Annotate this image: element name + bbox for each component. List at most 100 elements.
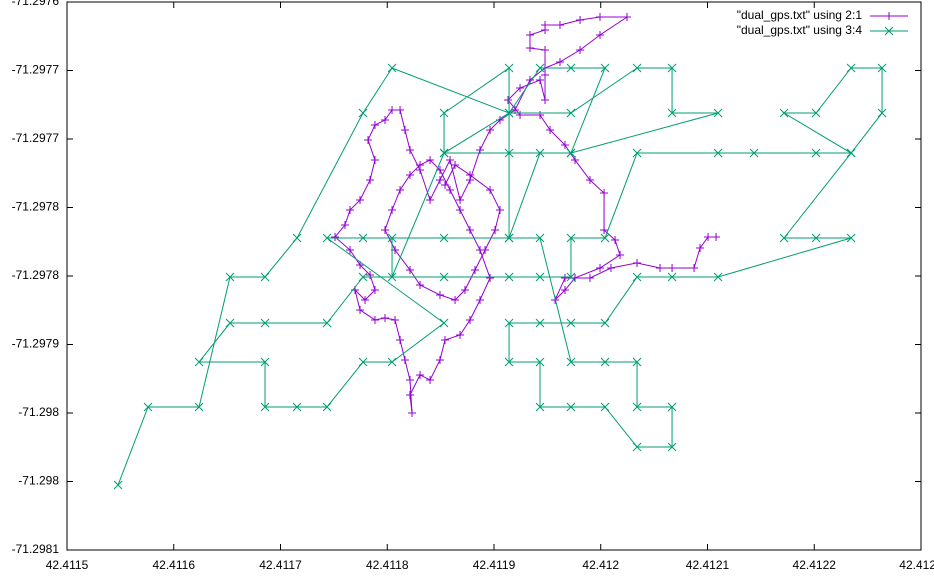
- point-marker: [426, 196, 435, 205]
- point-marker: [400, 126, 409, 135]
- point-marker: [194, 357, 204, 367]
- point-marker: [381, 116, 390, 125]
- point-marker: [525, 30, 534, 39]
- point-marker: [616, 250, 625, 259]
- y-tick-label: -71.2979: [12, 337, 60, 351]
- point-marker: [470, 265, 479, 274]
- point-marker: [632, 63, 642, 73]
- point-marker: [465, 315, 474, 324]
- point-marker: [400, 355, 409, 364]
- y-tick-label: -71.2978: [12, 268, 60, 282]
- point-marker: [667, 442, 677, 452]
- point-marker: [426, 376, 435, 385]
- point-marker: [600, 318, 610, 328]
- point-marker: [566, 148, 576, 158]
- x-tick-label: 42.4122: [793, 558, 837, 572]
- y-tick-label: -71.2978: [12, 200, 60, 214]
- point-marker: [322, 233, 332, 243]
- point-marker: [441, 336, 450, 345]
- x-tick-label: 42.4117: [259, 558, 302, 572]
- point-marker: [358, 357, 368, 367]
- point-marker: [667, 272, 677, 282]
- point-marker: [322, 402, 332, 412]
- point-marker: [486, 273, 495, 282]
- point-marker: [704, 232, 713, 241]
- point-marker: [600, 63, 610, 73]
- point-marker: [345, 246, 354, 255]
- y-tick-label: -71.2977: [12, 63, 60, 77]
- point-marker: [566, 233, 576, 243]
- point-marker: [535, 148, 545, 158]
- point-marker: [504, 63, 514, 73]
- point-marker: [504, 108, 514, 118]
- x-tick-label: 42.4116: [153, 558, 196, 572]
- point-marker: [877, 108, 887, 118]
- x-tick-label: 42.412: [582, 558, 619, 572]
- point-marker: [576, 15, 585, 24]
- point-marker: [194, 402, 204, 412]
- point-marker: [405, 145, 414, 154]
- point-marker: [113, 480, 123, 490]
- point-marker: [260, 357, 270, 367]
- point-marker: [811, 148, 821, 158]
- x-tick-label: 42.4115: [46, 558, 89, 572]
- point-marker: [566, 318, 576, 328]
- point-marker: [535, 233, 545, 243]
- point-marker: [292, 233, 302, 243]
- point-marker: [439, 108, 449, 118]
- point-marker: [439, 148, 449, 158]
- point-marker: [416, 280, 425, 289]
- point-marker: [623, 13, 632, 22]
- point-marker: [446, 156, 455, 165]
- y-tick-label: -71.2981: [12, 542, 60, 556]
- x-tick-label: 42.4121: [686, 558, 730, 572]
- point-marker: [600, 357, 610, 367]
- y-tick-label: -71.298: [18, 405, 59, 419]
- point-marker: [632, 402, 642, 412]
- point-marker: [749, 148, 759, 158]
- point-marker: [541, 70, 550, 79]
- point-marker: [885, 12, 893, 20]
- point-marker: [667, 402, 677, 412]
- point-marker: [536, 76, 545, 85]
- point-marker: [331, 232, 340, 241]
- point-marker: [381, 313, 390, 322]
- point-marker: [358, 233, 368, 243]
- point-marker: [387, 272, 397, 282]
- point-marker: [596, 263, 605, 272]
- point-marker: [713, 108, 723, 118]
- point-marker: [576, 46, 585, 55]
- point-marker: [633, 258, 642, 267]
- point-marker: [451, 296, 460, 305]
- y-tick-label: -71.2976: [12, 0, 60, 8]
- point-marker: [391, 315, 400, 324]
- point-marker: [504, 148, 514, 158]
- plot-border: [66, 1, 922, 551]
- point-marker: [366, 175, 375, 184]
- point-marker: [396, 185, 405, 194]
- point-marker: [846, 63, 856, 73]
- point-marker: [712, 232, 721, 241]
- point-marker: [260, 272, 270, 282]
- point-marker: [585, 273, 594, 282]
- point-marker: [566, 272, 576, 282]
- point-marker: [370, 315, 379, 324]
- point-marker: [451, 160, 460, 169]
- point-marker: [541, 95, 550, 104]
- point-marker: [525, 44, 534, 53]
- point-marker: [667, 108, 677, 118]
- point-marker: [460, 286, 469, 295]
- point-marker: [560, 273, 569, 282]
- point-marker: [356, 196, 365, 205]
- point-marker: [560, 286, 569, 295]
- point-marker: [396, 336, 405, 345]
- point-marker: [632, 272, 642, 282]
- point-marker: [611, 236, 620, 245]
- point-marker: [481, 246, 490, 255]
- point-marker: [596, 30, 605, 39]
- point-marker: [632, 148, 642, 158]
- point-marker: [779, 233, 789, 243]
- point-marker: [441, 181, 450, 190]
- point-marker: [370, 286, 379, 295]
- point-marker: [387, 233, 397, 243]
